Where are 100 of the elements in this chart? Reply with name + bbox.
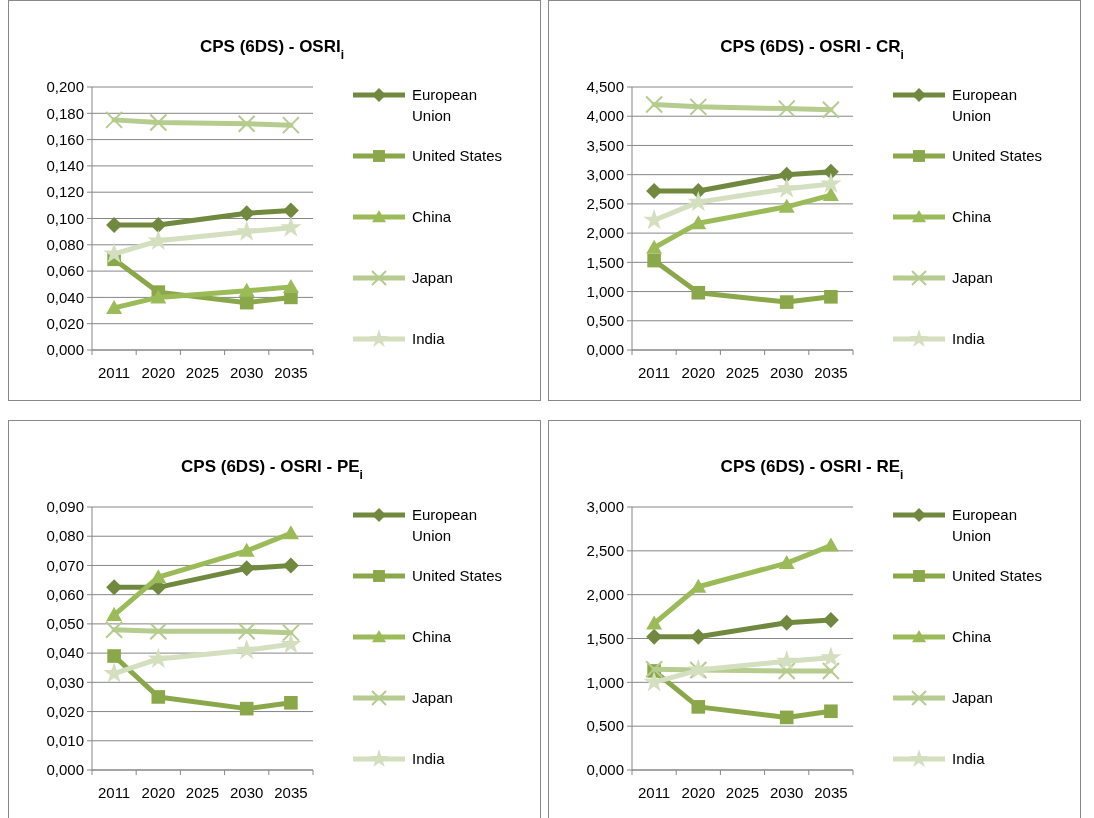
point [778,198,795,213]
legend-label: China [412,208,452,226]
point [777,99,796,118]
legend-label: European Union [952,86,1018,125]
chart-title: CPS (6DS) - OSRI - CR$_{i}$ [720,37,904,62]
y-tick-label: 0,030 [46,673,84,691]
point [237,622,256,641]
point [238,282,255,297]
point [105,110,124,129]
y-tick-label: 1,000 [586,282,624,300]
legend-label: European Union [412,506,478,545]
legend-label: United States [412,567,503,585]
y-tick-label: 0,070 [46,556,84,574]
y-tick-label: 3,000 [586,165,624,183]
y-tick-label: 0,020 [46,702,84,720]
y-tick-label: 3,500 [586,136,624,154]
x-tick-label: 2020 [141,784,175,801]
x-tick-label: 2025 [185,364,220,381]
y-tick-label: 0,080 [46,236,84,254]
y-tick-label: 1,500 [586,253,624,271]
point [282,525,299,540]
y-tick-label: 0,500 [586,717,624,735]
point [105,620,124,639]
point [646,239,663,254]
point [820,172,842,194]
point [149,622,168,641]
y-tick-label: 0,010 [46,732,84,750]
point [691,285,706,300]
point [238,542,255,557]
x-tick-label: 2020 [681,364,715,381]
x-tick-label: 2030 [770,784,804,801]
x-tick-label: 2035 [814,784,848,801]
legend-label: United States [952,567,1043,585]
chart-title: CPS (6DS) - OSRI - RE$_{i}$ [720,457,904,482]
point [149,113,168,132]
point [281,623,300,642]
point [645,660,664,679]
x-tick-label: 2035 [274,784,308,801]
y-tick-label: 0,080 [46,527,84,545]
y-tick-label: 2,500 [586,195,624,213]
legend-label: United States [412,147,503,165]
x-tick-label: 2020 [681,784,715,801]
y-tick-label: 0,000 [46,761,84,779]
legend-label: China [952,208,992,226]
point [280,216,302,237]
point [238,560,255,577]
y-tick-label: 3,000 [586,498,624,516]
x-tick-label: 2011 [97,784,131,801]
y-tick-label: 0,090 [46,498,84,516]
point [824,290,838,304]
x-tick-label: 2011 [637,784,671,801]
y-tick-label: 0,000 [46,341,84,359]
y-tick-label: 4,500 [586,78,624,96]
point [150,217,167,234]
point [779,295,794,309]
point [236,638,258,660]
y-tick-label: 0,100 [46,209,84,227]
legend-label: Japan [952,689,993,707]
legend-label: Japan [412,269,453,287]
y-tick-label: 0,020 [46,314,84,332]
x-tick-label: 2030 [770,364,804,381]
point [690,628,707,645]
legend-label: India [952,750,986,768]
x-tick-label: 2030 [230,364,264,381]
y-tick-label: 0,200 [46,78,84,96]
y-tick-label: 2,500 [586,542,624,560]
point [236,220,258,241]
y-tick-label: 0,060 [46,585,84,603]
point [282,557,299,574]
legend-label: Japan [952,269,993,287]
point [822,163,839,180]
legend-label: European Union [412,86,478,125]
y-tick-label: 0,140 [46,157,84,175]
y-tick-label: 2,000 [586,585,624,603]
y-tick-label: 0,000 [586,761,624,779]
point [282,202,299,219]
point [779,710,794,725]
point [690,215,707,230]
x-tick-label: 2035 [274,364,308,381]
y-tick-label: 0,050 [46,615,84,633]
point [238,205,255,222]
point [691,700,706,714]
point [239,295,254,310]
point [822,537,839,552]
legend-label: United States [952,147,1043,165]
legend-label: India [412,750,446,768]
point [281,116,300,135]
x-tick-label: 2011 [637,364,671,381]
point [647,253,661,268]
y-tick-label: 0,180 [46,104,84,122]
point [820,646,842,667]
point [106,607,123,622]
legend-label: India [952,330,986,348]
x-tick-label: 2025 [725,364,760,381]
y-tick-label: 2,000 [586,224,624,242]
point [150,289,167,304]
y-tick-label: 0,000 [586,341,624,359]
y-tick-label: 0,040 [46,644,84,662]
x-tick-label: 2030 [230,784,264,801]
x-tick-label: 2025 [185,784,220,801]
